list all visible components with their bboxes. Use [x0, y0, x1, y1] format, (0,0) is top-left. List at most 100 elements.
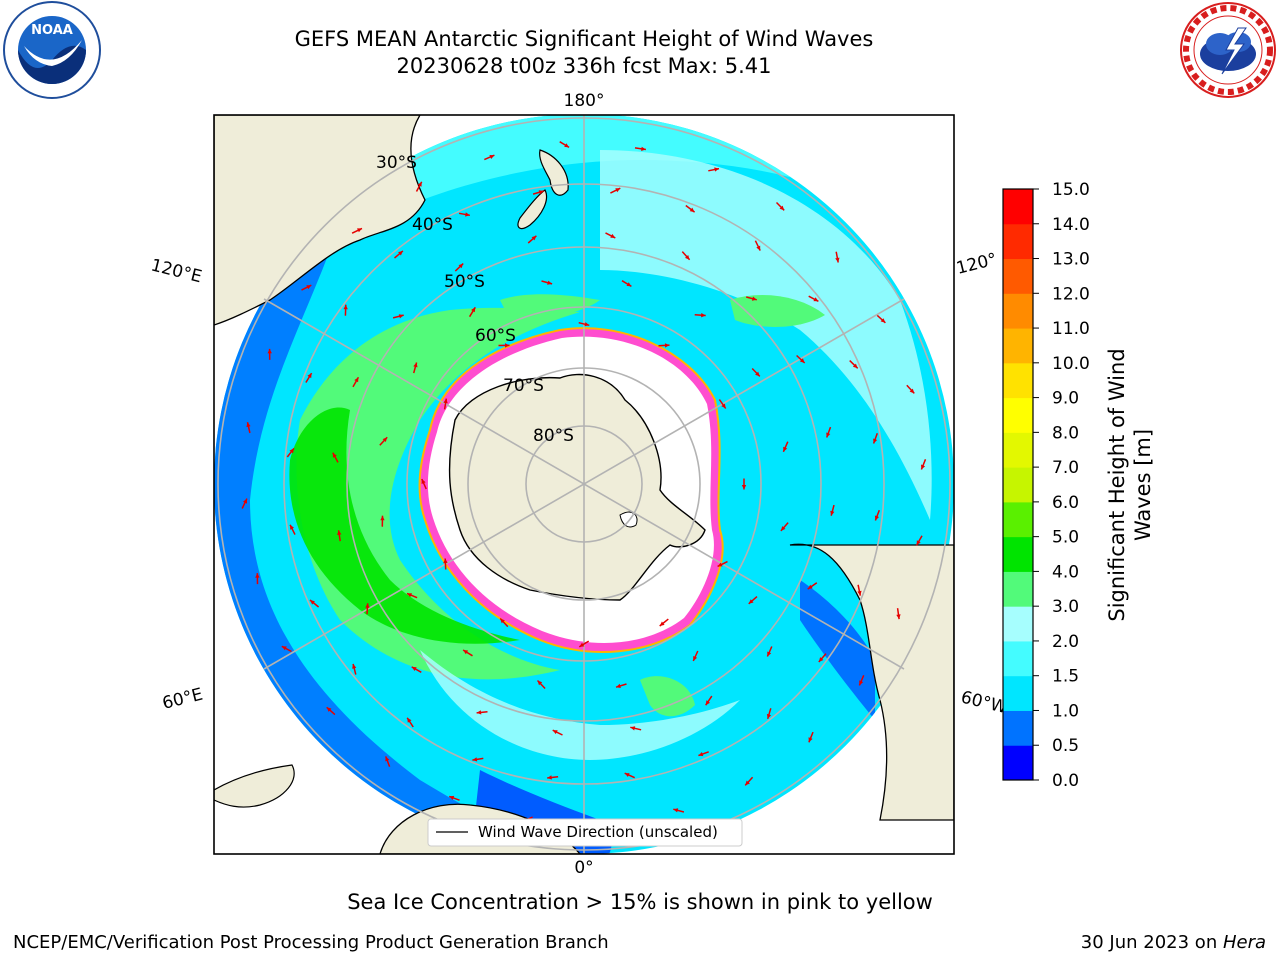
- wind-wave-arrowhead: [564, 143, 570, 148]
- wind-wave-arrowhead: [443, 398, 448, 404]
- wind-wave-arrowhead: [547, 775, 552, 780]
- wind-wave-arrowhead: [909, 388, 915, 394]
- wind-wave-arrowhead: [332, 452, 337, 458]
- wind-wave-arrowhead: [874, 515, 879, 521]
- wind-wave-arrowhead: [693, 656, 698, 661]
- wind-wave-arrowhead: [538, 190, 544, 195]
- lon-label-60e: 60°E: [160, 685, 204, 714]
- wind-wave-arrowhead: [417, 181, 422, 187]
- colorbar-segment: [1003, 467, 1033, 503]
- wind-wave-arrowhead: [818, 657, 824, 662]
- wind-wave-arrowhead: [398, 314, 404, 319]
- colorbar-segment: [1003, 571, 1033, 607]
- colorbar-segment: [1003, 745, 1033, 781]
- wind-wave-arrowhead: [407, 593, 412, 598]
- wind-wave-arrowhead: [921, 464, 926, 470]
- colorbar-segment: [1003, 258, 1033, 294]
- wind-wave-arrowhead: [756, 245, 761, 251]
- colorbar-tick-label: 0.5: [1052, 736, 1079, 756]
- footer-machine: Hera: [1222, 932, 1266, 953]
- wind-wave-arrowhead: [673, 808, 679, 813]
- lon-label-60w: 60°W: [959, 687, 1010, 718]
- wind-wave-arrowhead: [826, 432, 831, 438]
- colorbar-segment: [1003, 362, 1033, 399]
- wind-wave-arrowhead: [714, 167, 719, 172]
- colorbar-segment: [1003, 397, 1033, 433]
- wind-wave-arrowhead: [411, 666, 417, 671]
- wind-wave-arrowhead: [471, 307, 476, 313]
- wind-wave-arrowhead: [310, 600, 315, 605]
- wind-wave-arrowhead: [579, 642, 585, 647]
- wind-wave-arrowhead: [385, 756, 390, 762]
- madagascar-landmass: [214, 764, 295, 808]
- colorbar-tick-label: 10.0: [1052, 354, 1090, 374]
- wind-wave-arrowhead: [343, 304, 348, 310]
- wind-wave-arrowhead: [443, 558, 448, 564]
- wind-wave-arrowhead: [830, 510, 835, 516]
- footer-date-text: 30 Jun 2023 on: [1080, 932, 1223, 953]
- lat-label-40s: 40°S: [412, 215, 453, 235]
- colorbar-segment: [1003, 710, 1033, 746]
- wind-wave-arrowhead: [873, 438, 878, 444]
- wind-wave-arrowhead: [616, 683, 621, 688]
- colorbar-tick-label: 3.0: [1052, 597, 1079, 617]
- noaa-logo-text: NOAA: [31, 23, 73, 38]
- new-zealand-north: [539, 149, 569, 196]
- wind-wave-arrows: [241, 141, 927, 826]
- lon-label-120e: 120°E: [149, 255, 204, 287]
- footer-credit: NCEP/EMC/Verification Post Processing Pr…: [13, 932, 609, 953]
- wind-wave-arrowhead: [449, 795, 455, 800]
- colorbar-segment: [1003, 432, 1033, 468]
- wind-wave-arrowhead: [290, 524, 294, 530]
- lat-label-70s: 70°S: [503, 376, 544, 396]
- lat-label-30s: 30°S: [376, 153, 417, 173]
- wind-wave-arrowhead: [407, 717, 412, 723]
- wind-wave-arrowhead: [799, 358, 805, 363]
- wind-wave-arrowhead: [664, 343, 670, 348]
- wind-wave-arrowhead: [352, 663, 357, 669]
- colorbar-segment: [1003, 501, 1033, 538]
- wind-wave-arrowhead: [505, 343, 510, 348]
- wind-wave-arrowhead: [615, 188, 621, 193]
- wind-wave-arrowhead: [531, 235, 537, 241]
- wind-wave-arrowhead: [398, 250, 403, 256]
- colorbar-tick-label: 9.0: [1052, 389, 1079, 409]
- wind-wave-arrowhead: [641, 146, 646, 151]
- map-legend: Wind Wave Direction (unscaled): [427, 818, 743, 847]
- lon-label-120w: 120°: [954, 250, 999, 279]
- colorbar-frame: [1002, 188, 1034, 781]
- wind-wave-arrowhead: [896, 614, 901, 620]
- wind-wave-arrowhead: [413, 362, 418, 368]
- colorbar-tick-label: 2.0: [1052, 632, 1079, 652]
- wind-wave-arrowhead: [421, 479, 426, 484]
- wind-wave-arrowhead: [357, 228, 362, 233]
- wind-wave-arrowhead: [701, 313, 706, 318]
- wind-wave-arrowhead: [721, 403, 726, 409]
- graticule: [217, 115, 951, 854]
- wind-wave-arrowhead: [626, 282, 632, 287]
- map-subtitle: 20230628 t00z 336h fcst Max: 5.41: [396, 54, 772, 78]
- wind-wave-arrowhead: [741, 485, 747, 490]
- wind-wave-arrowhead: [755, 371, 760, 377]
- colorbar-tick-label: 7.0: [1052, 458, 1079, 478]
- footer-date: 30 Jun 2023 on Hera: [1081, 932, 1266, 953]
- wind-wave-arrowhead: [779, 205, 785, 211]
- wind-wave-arrowhead: [813, 297, 819, 302]
- colorbar-segment: [1003, 328, 1033, 364]
- colorbar-segment: [1003, 223, 1033, 260]
- colorbar-tick-label: 12.0: [1052, 284, 1090, 304]
- wind-wave-arrowhead: [808, 737, 813, 743]
- wind-wave-arrowhead: [705, 700, 710, 706]
- wind-wave-arrowhead: [745, 780, 750, 786]
- wind-wave-arrowhead: [243, 498, 247, 504]
- wind-wave-arrowhead: [624, 773, 630, 777]
- colorbar-tick-label: 6.0: [1052, 493, 1079, 513]
- colorbar-tick-label: 1.0: [1052, 701, 1079, 721]
- wind-wave-arrowhead: [880, 318, 886, 323]
- wind-wave-arrowhead: [751, 296, 757, 301]
- colorbar-tick-label: 11.0: [1052, 319, 1090, 339]
- colorbar-segment: [1003, 606, 1033, 642]
- map-area: [214, 115, 954, 854]
- colorbar-tick-label: 5.0: [1052, 528, 1079, 548]
- wind-wave-arrowhead: [537, 680, 543, 686]
